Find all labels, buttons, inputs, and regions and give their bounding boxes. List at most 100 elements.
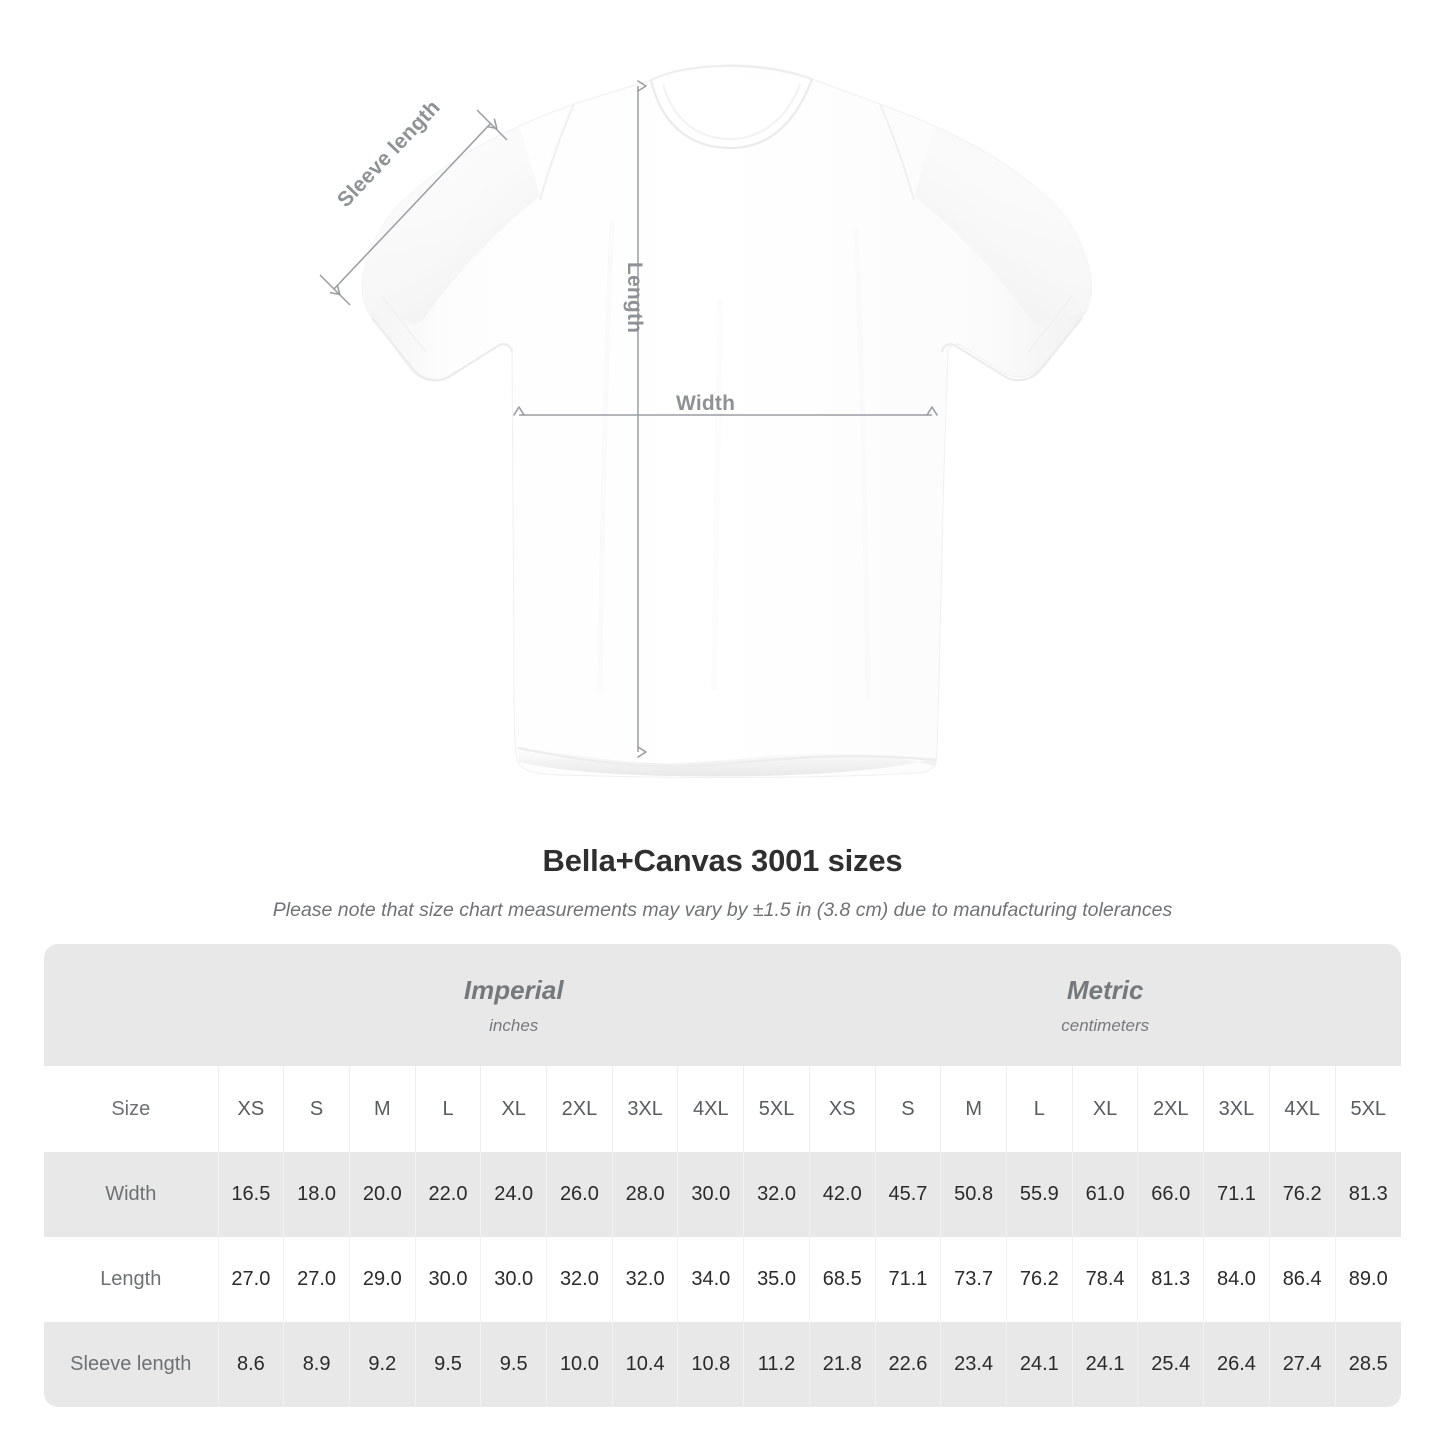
cell-width-imp-s: 18.0: [283, 1152, 350, 1237]
unit-band-corner: [44, 944, 219, 1066]
cell-sleeve-met-2xl: 25.4: [1137, 1322, 1204, 1407]
bottom-hem: [518, 744, 936, 777]
unit-group-metric: Metric centimeters: [809, 944, 1401, 1066]
size-header-row: Size XS S M L XL 2XL 3XL 4XL 5XL XS S M …: [44, 1066, 1401, 1152]
cell-length-imp-4xl: 34.0: [677, 1237, 744, 1322]
size-header-met-l: L: [1006, 1066, 1073, 1152]
collar-outer: [649, 78, 814, 150]
size-header-imp-xs: XS: [217, 1066, 284, 1152]
cell-width-met-3xl: 71.1: [1203, 1152, 1270, 1237]
table-row: Length 27.0 27.0 29.0 30.0 30.0 32.0 32.…: [44, 1237, 1401, 1322]
cell-length-met-s: 71.1: [874, 1237, 941, 1322]
cell-width-met-m: 50.8: [940, 1152, 1007, 1237]
cell-sleeve-imp-s: 8.9: [283, 1322, 350, 1407]
size-chart-table-container: Imperial inches Metric centimeters Size …: [44, 944, 1401, 1407]
cell-length-imp-3xl: 32.0: [611, 1237, 678, 1322]
cell-length-imp-xs: 27.0: [217, 1237, 284, 1322]
size-header-imp-l: L: [414, 1066, 481, 1152]
size-header-met-xs: XS: [808, 1066, 876, 1152]
cell-width-met-4xl: 76.2: [1268, 1152, 1336, 1237]
left-sleeve-hem: [371, 317, 514, 382]
size-header-met-m: M: [940, 1066, 1007, 1152]
tshirt-diagram-svg: [319, 64, 1093, 778]
right-sleeve: [914, 127, 1092, 325]
size-header-met-2xl: 2XL: [1137, 1066, 1204, 1152]
cell-width-imp-l: 22.0: [414, 1152, 481, 1237]
cell-length-imp-l: 30.0: [414, 1237, 481, 1322]
collar-inner: [662, 83, 801, 141]
unit-group-imperial: Imperial inches: [218, 944, 810, 1066]
cell-length-imp-2xl: 32.0: [546, 1237, 613, 1322]
size-header-imp-m: M: [348, 1066, 416, 1152]
cell-width-met-5xl: 81.3: [1334, 1152, 1401, 1237]
unit-group-metric-name: Metric: [1066, 974, 1144, 1005]
size-header-imp-4xl: 4XL: [677, 1066, 744, 1152]
cell-sleeve-imp-5xl: 11.2: [743, 1322, 810, 1407]
cell-length-met-3xl: 84.0: [1203, 1237, 1270, 1322]
cell-width-met-xs: 42.0: [808, 1152, 876, 1237]
unit-group-metric-sub: centimeters: [1061, 1015, 1150, 1035]
unit-group-imperial-name: Imperial: [463, 974, 564, 1005]
cell-width-imp-xl: 24.0: [480, 1152, 547, 1237]
cell-width-imp-m: 20.0: [348, 1152, 416, 1237]
size-header-met-5xl: 5XL: [1334, 1066, 1401, 1152]
width-label: Width: [676, 392, 736, 415]
right-shoulder-seam: [879, 103, 915, 201]
size-header-met-4xl: 4XL: [1268, 1066, 1336, 1152]
cell-length-met-4xl: 86.4: [1268, 1237, 1336, 1322]
cell-sleeve-imp-4xl: 10.8: [677, 1322, 744, 1407]
cell-width-imp-5xl: 32.0: [743, 1152, 810, 1237]
sleeve-tick-bottom: [319, 274, 351, 306]
size-header-imp-5xl: 5XL: [743, 1066, 810, 1152]
size-header-met-3xl: 3XL: [1203, 1066, 1270, 1152]
cell-width-imp-3xl: 28.0: [611, 1152, 678, 1237]
sleeve-tick-top: [476, 109, 508, 141]
tolerance-note: Please note that size chart measurements…: [272, 899, 1173, 921]
right-sleeve-hem: [940, 317, 1083, 382]
length-label: Length: [623, 262, 646, 334]
cell-sleeve-imp-3xl: 10.4: [611, 1322, 678, 1407]
cell-sleeve-met-xl: 24.1: [1071, 1322, 1138, 1407]
cell-sleeve-met-4xl: 27.4: [1268, 1322, 1336, 1407]
row-label-sleeve-length: Sleeve length: [44, 1322, 219, 1407]
cell-sleeve-met-m: 23.4: [940, 1322, 1007, 1407]
unit-header-row: Imperial inches Metric centimeters: [44, 944, 1401, 1066]
tshirt-shape: [361, 64, 1093, 778]
cell-length-met-xs: 68.5: [808, 1237, 876, 1322]
cell-length-met-m: 73.7: [940, 1237, 1007, 1322]
tshirt-illustration: Sleeve length Length Width: [319, 64, 1093, 778]
cell-sleeve-met-xs: 21.8: [808, 1322, 876, 1407]
cell-length-imp-5xl: 35.0: [743, 1237, 810, 1322]
size-header-imp-3xl: 3XL: [611, 1066, 678, 1152]
cell-sleeve-imp-l: 9.5: [414, 1322, 481, 1407]
cell-width-met-s: 45.7: [874, 1152, 941, 1237]
size-header-imp-2xl: 2XL: [546, 1066, 613, 1152]
cell-width-imp-xs: 16.5: [217, 1152, 284, 1237]
size-corner-label: Size: [44, 1066, 219, 1152]
unit-group-imperial-sub: inches: [489, 1015, 539, 1035]
cell-width-met-xl: 61.0: [1071, 1152, 1138, 1237]
cell-length-imp-xl: 30.0: [480, 1237, 547, 1322]
size-header-met-s: S: [874, 1066, 941, 1152]
cell-sleeve-met-5xl: 28.5: [1334, 1322, 1401, 1407]
cell-sleeve-imp-xl: 9.5: [480, 1322, 547, 1407]
size-header-imp-s: S: [283, 1066, 350, 1152]
cell-width-imp-2xl: 26.0: [546, 1152, 613, 1237]
cell-length-imp-s: 27.0: [283, 1237, 350, 1322]
size-header-met-xl: XL: [1071, 1066, 1138, 1152]
cell-length-imp-m: 29.0: [348, 1237, 416, 1322]
page-title: Bella+Canvas 3001 sizes: [542, 843, 903, 878]
cell-length-met-l: 76.2: [1006, 1237, 1073, 1322]
cell-width-met-2xl: 66.0: [1137, 1152, 1204, 1237]
left-shoulder-seam: [539, 103, 575, 201]
cell-length-met-2xl: 81.3: [1137, 1237, 1204, 1322]
size-header-imp-xl: XL: [480, 1066, 547, 1152]
cell-sleeve-imp-2xl: 10.0: [546, 1322, 613, 1407]
sleeve-dimension-line: [329, 118, 498, 296]
dimension-lines: [319, 80, 938, 758]
cell-sleeve-met-l: 24.1: [1006, 1322, 1073, 1407]
cell-sleeve-imp-xs: 8.6: [217, 1322, 284, 1407]
table-row: Sleeve length 8.6 8.9 9.2 9.5 9.5 10.0 1…: [44, 1322, 1401, 1407]
row-label-width: Width: [44, 1152, 219, 1237]
cell-length-met-xl: 78.4: [1071, 1237, 1138, 1322]
